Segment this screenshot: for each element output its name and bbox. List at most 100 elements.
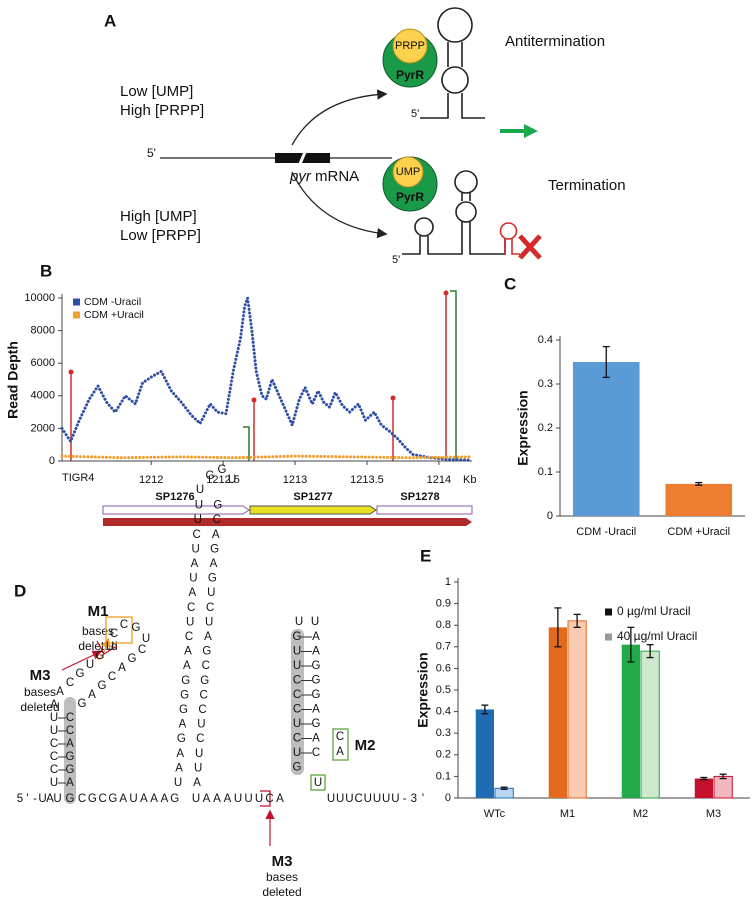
- x-tick-label: 1212: [139, 474, 163, 486]
- x-tick-label: 1212.5: [206, 474, 240, 486]
- y-tick-label: 0.5: [436, 684, 451, 696]
- arrow: [61, 650, 103, 671]
- bar: [665, 483, 733, 516]
- five-prime: 5': [392, 254, 400, 266]
- terminator: [511, 239, 520, 255]
- x-tick-label: 1213: [283, 474, 307, 486]
- bar: [640, 650, 660, 799]
- protein-label: PyrR: [396, 190, 424, 204]
- gene-arrow: [102, 505, 250, 515]
- terminator-site: [443, 290, 449, 296]
- nucleotide-strand: UUUCUUUU-3': [327, 793, 424, 805]
- y-tick-label: 0.7: [436, 641, 451, 653]
- y-tick-label: 6000: [31, 357, 55, 369]
- terminator-site: [251, 397, 257, 403]
- mutation-box: [105, 616, 133, 644]
- mutation-label: M3: [272, 853, 293, 870]
- terminator-site: [68, 369, 74, 375]
- mutation-label: M2: [355, 737, 376, 754]
- legend-swatch: [605, 633, 612, 641]
- panel-a: A PRPP PyrR Antitermination Low [UMP] Hi…: [104, 7, 626, 266]
- x-axis-label: Kb: [463, 474, 476, 486]
- condition: High [UMP]: [120, 208, 197, 225]
- nucleotide-strand: CA: [336, 731, 344, 758]
- mutation-note: bases: [24, 685, 56, 699]
- gene-label: SP1278: [400, 491, 439, 503]
- ligand-label: UMP: [396, 166, 420, 178]
- mutation-note: deleted: [262, 885, 301, 899]
- y-tick-label: 0: [445, 792, 451, 804]
- y-tick-label: 0.1: [538, 466, 553, 478]
- ligand-label: PRPP: [395, 40, 425, 52]
- panel-label: C: [504, 274, 516, 293]
- legend-swatch: [73, 298, 80, 306]
- error-bar: [481, 704, 489, 715]
- rna-loop: [414, 217, 434, 237]
- y-tick-label: 0: [547, 510, 553, 522]
- bar: [621, 644, 640, 798]
- rna-structure: [420, 42, 485, 119]
- mutation-label: M1: [88, 603, 109, 620]
- five-prime: 5': [147, 146, 156, 160]
- x-tick-label: CDM +Uracil: [667, 526, 730, 538]
- error-bar: [573, 613, 581, 629]
- x-tick-label: WTc: [484, 808, 506, 820]
- legend-label: CDM +Uracil: [84, 309, 144, 321]
- y-tick-label: 0.9: [436, 598, 451, 610]
- mutation-bracket: [96, 640, 118, 655]
- y-tick-label: 2000: [31, 422, 55, 434]
- y-tick-label: 10000: [24, 292, 55, 304]
- panel-label: B: [40, 261, 52, 280]
- condition: Low [UMP]: [120, 83, 193, 100]
- bar: [694, 778, 713, 798]
- y-tick-label: 0.2: [538, 422, 553, 434]
- mrna-suffix: mRNA: [315, 168, 359, 185]
- legend-label: CDM -Uracil: [84, 296, 141, 308]
- five-prime: 5': [411, 108, 419, 120]
- y-tick-label: 0.1: [436, 770, 451, 782]
- y-tick-label: 0.8: [436, 619, 451, 631]
- ump-ligand: [392, 156, 424, 188]
- mutation-note: deleted: [20, 700, 59, 714]
- mutation-box: [332, 728, 349, 761]
- bar: [548, 627, 567, 798]
- panel-d: D M1 bases deleted M3 bases deleted M3 b…: [14, 581, 375, 899]
- terminator-loop: [499, 222, 518, 240]
- mutation-label: M3: [30, 667, 51, 684]
- gene-arrow: [376, 505, 473, 515]
- bar: [572, 362, 640, 516]
- mutation-bracket: [260, 790, 271, 807]
- track-label: TIGR4: [62, 472, 94, 484]
- transcript-arrow: [103, 518, 472, 526]
- data-line: [60, 297, 471, 462]
- mrna-label: pyr mRNA: [289, 168, 359, 185]
- condition: High [PRPP]: [120, 102, 204, 119]
- rna-loop: [454, 170, 478, 194]
- nucleotide-strand: GAGCAGC: [78, 644, 147, 710]
- arrow: [291, 89, 388, 146]
- error-bar: [602, 345, 610, 379]
- x-tick-label: M2: [633, 808, 648, 820]
- nucleotide-strand: CGCGAUAAAG: [78, 793, 179, 805]
- condition: Low [PRPP]: [120, 227, 201, 244]
- rna-loop: [437, 7, 473, 43]
- gene-name: pyr: [289, 168, 312, 185]
- nucleotide-strand: AAGGGAGAC: [312, 631, 321, 759]
- data-line: [60, 454, 471, 460]
- error-bar: [627, 626, 635, 663]
- y-axis-label: Read Depth: [5, 341, 21, 419]
- legend-swatch: [605, 608, 612, 616]
- highlight: [291, 629, 304, 775]
- nucleotide-strand: U: [314, 777, 322, 789]
- rna-structure: [402, 193, 506, 255]
- outcome-label: Termination: [548, 177, 626, 194]
- x-tick-label: M3: [706, 808, 721, 820]
- legend-label: 0 µg/ml Uracil: [617, 604, 691, 618]
- panel-label: E: [420, 546, 431, 565]
- bar: [713, 775, 733, 799]
- y-axis-label: Expression: [415, 652, 431, 727]
- promoter-site: [450, 290, 457, 461]
- promoter-site: [243, 426, 250, 461]
